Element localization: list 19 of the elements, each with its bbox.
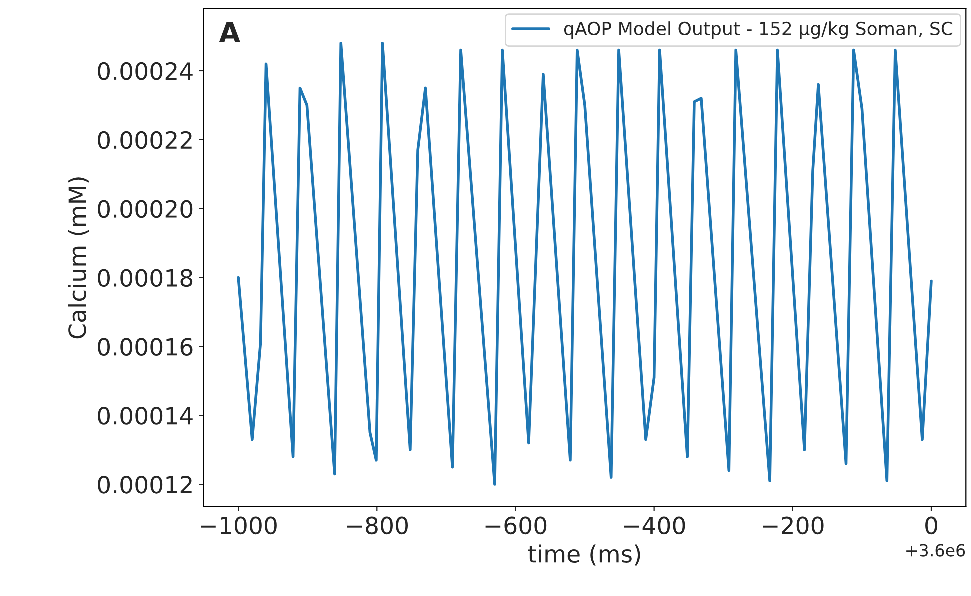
y-tick-label: 0.00016 (98, 338, 193, 356)
x-tick-label: −400 (624, 516, 686, 535)
y-tick-label: 0.00020 (98, 200, 193, 218)
y-tick-label: 0.00012 (98, 476, 192, 494)
x-tick-label: −600 (486, 516, 547, 535)
y-tick-label: 0.00022 (98, 131, 192, 150)
x-axis-title: time (ms) (528, 544, 640, 566)
y-axis-title: Calcium (mM) (68, 178, 90, 339)
y-tick-label: 0.00014 (98, 407, 193, 425)
x-tick-label: −200 (762, 516, 824, 535)
y-tick-label: 0.00018 (98, 269, 193, 288)
x-tick-label: −800 (347, 516, 408, 535)
text: +3.6e6 (906, 544, 966, 557)
legend-label: qAOP Model Output - 152 µg/kg Soman, SC (564, 22, 953, 40)
y-tick-label: 0.00024 (98, 62, 193, 80)
annotation: A (219, 22, 241, 42)
x-tick-label: 0 (926, 516, 938, 535)
line-series (237, 42, 933, 486)
x-tick-label: −1000 (201, 516, 277, 535)
